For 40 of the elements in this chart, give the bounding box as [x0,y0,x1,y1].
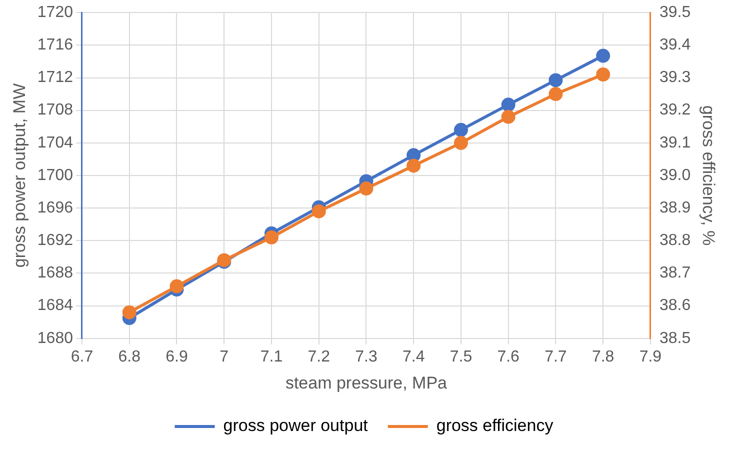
y-tick-label: 1696 [37,199,74,216]
y-tick-label: 1680 [37,330,74,347]
y2-tick-label: 39.3 [659,69,691,86]
y-tick-label: 1688 [37,264,74,282]
x-tick-label: 7 [220,348,229,366]
x-tick-label: 7.3 [355,348,378,366]
y-tick-label: 1716 [37,36,74,54]
x-tick-label: 6.7 [70,348,94,366]
y-tick-label: 1684 [37,297,74,314]
y2-tick-label: 38.7 [659,264,691,282]
y-tick-label: 1704 [37,134,74,152]
y2-tick-label: 39.5 [659,4,691,22]
legend-label: gross power output [223,416,368,436]
y-tick-label: 1692 [37,232,74,250]
y2-tick-label: 38.9 [659,199,691,216]
y2-tick-label: 39.1 [659,134,691,152]
y2-tick-label: 39.2 [659,102,691,119]
y-tick-label: 1712 [37,69,74,86]
y2-tick-label: 39.0 [659,166,691,184]
x-tick-label: 7.4 [402,348,425,366]
x-tick-label: 7.6 [497,348,520,366]
x-tick-label: 7.1 [260,348,283,366]
y2-tick-label: 38.8 [659,232,691,250]
y-tick-label: 1720 [37,4,74,22]
x-tick-label: 6.9 [166,348,188,366]
y-tick-label: 1700 [37,166,74,184]
x-axis-title: steam pressure, MPa [285,373,448,392]
x-tick-label: 7.5 [450,348,472,366]
y2-tick-label: 38.5 [659,330,691,347]
y2-axis-title: gross efficiency, % [699,105,718,246]
y2-tick-label: 39.4 [659,36,691,54]
x-tick-label: 7.7 [544,348,567,366]
x-tick-label: 7.8 [592,348,614,366]
x-tick-label: 7.9 [639,348,662,366]
x-tick-label: 7.2 [308,348,330,366]
y2-tick-label: 38.6 [659,297,691,314]
y-tick-label: 1708 [37,102,74,119]
y-axis-title: gross power output, MW [10,83,29,268]
x-tick-label: 6.8 [118,348,141,366]
legend-label: gross efficiency [436,416,554,436]
